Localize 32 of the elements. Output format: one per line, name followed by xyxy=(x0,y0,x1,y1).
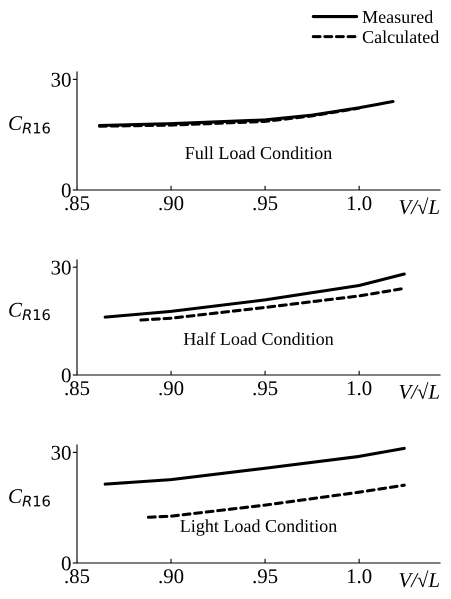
y-tick-label: 0 xyxy=(62,183,71,198)
y-tick-label: 30 xyxy=(52,260,71,275)
y-tick-label: 30 xyxy=(52,72,71,87)
annotation: Half Load Condition xyxy=(184,332,334,346)
x-tick-label: .85 xyxy=(65,381,90,396)
x-tick-label: 1.0 xyxy=(348,569,372,584)
x-tick-label: .90 xyxy=(159,381,184,396)
x-tick-label: .90 xyxy=(159,196,184,210)
line-series xyxy=(104,446,406,486)
y-axis-title: C$_{R16}$ xyxy=(9,302,50,320)
x-tick-label: .95 xyxy=(253,381,278,396)
legend-label: Calculated xyxy=(362,30,440,44)
y-tick-label: 0 xyxy=(62,368,71,382)
legend-label: Measured xyxy=(362,10,434,24)
x-tick-label: 1.0 xyxy=(348,196,372,210)
x-tick-label: .95 xyxy=(253,196,278,210)
y-tick-label: 0 xyxy=(62,556,71,570)
annotation: Full Load Condition xyxy=(185,146,332,160)
line-series xyxy=(146,484,406,519)
y-axis-title: C$_{R16}$ xyxy=(9,116,50,134)
y-axis-title: C$_{R16}$ xyxy=(9,489,50,507)
x-tick-label: .85 xyxy=(65,569,90,584)
x-tick-label: .85 xyxy=(65,196,90,210)
y-tick-label: 30 xyxy=(52,446,71,460)
x-axis-title: V/√L xyxy=(400,197,440,214)
x-tick-label: 1.0 xyxy=(348,381,372,396)
x-tick-label: .95 xyxy=(253,569,278,584)
x-axis-title: V/√L xyxy=(400,382,440,399)
line-series xyxy=(104,272,406,319)
annotation: Light Load Condition xyxy=(180,519,337,536)
x-tick-label: .90 xyxy=(159,569,184,584)
x-axis-title: V/√L xyxy=(400,570,440,588)
